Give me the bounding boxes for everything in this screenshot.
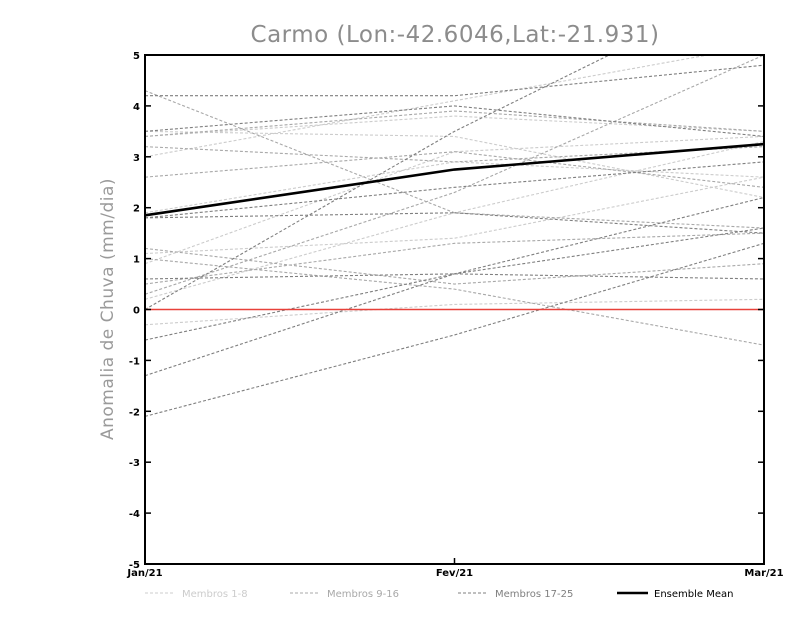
member-line-3 [145, 135, 764, 265]
member-line-24 [145, 161, 764, 219]
member-line-18 [145, 105, 764, 137]
chart-title: Carmo (Lon:-42.6046,Lat:-21.931) [251, 22, 660, 48]
y-tick-label: -5 [129, 560, 140, 571]
y-tick-label: 4 [133, 102, 140, 113]
ensemble-members [145, 55, 764, 417]
ensemble-mean-line [144, 142, 765, 217]
member-line-14 [145, 146, 764, 163]
member-line-7 [145, 55, 711, 158]
x-tick-label: Jan/21 [126, 568, 162, 579]
y-axis-ticks: 5 4 3 2 1 0 -1 -2 -3 -4 -5 [129, 51, 764, 571]
y-tick-label: -2 [129, 407, 140, 418]
member-line-23 [145, 55, 611, 310]
member-line-15 [145, 55, 764, 295]
y-tick-label: 3 [133, 153, 140, 164]
legend-label: Ensemble Mean [654, 589, 733, 600]
y-tick-label: 0 [133, 306, 140, 317]
member-line-9 [145, 90, 764, 229]
member-line-25 [145, 273, 764, 280]
member-line-11 [145, 247, 764, 285]
member-line-2 [145, 161, 764, 214]
member-line-17 [145, 64, 764, 97]
member-line-10 [145, 151, 764, 188]
legend-label: Membros 17-25 [495, 589, 573, 600]
x-axis-ticks: Jan/21 Fev/21 Mar/21 [126, 558, 784, 579]
member-line-6 [145, 298, 764, 326]
member-line-12 [145, 232, 764, 285]
y-tick-label: -4 [129, 509, 140, 520]
member-line-13 [145, 258, 764, 346]
member-line-22 [145, 242, 764, 417]
y-tick-label: -1 [129, 356, 140, 367]
y-tick-label: -3 [129, 458, 140, 469]
member-line-19 [145, 212, 764, 234]
y-tick-label: 2 [133, 204, 140, 215]
y-tick-label: 5 [133, 51, 140, 62]
x-tick-label: Mar/21 [744, 568, 783, 579]
member-line-21 [145, 196, 764, 377]
member-line-4 [145, 176, 764, 255]
legend-label: Membros 1-8 [182, 589, 248, 600]
legend: Membros 1-8 Membros 9-16 Membros 17-25 Ense… [145, 589, 733, 600]
legend-label: Membros 9-16 [327, 589, 399, 600]
y-tick-label: 1 [133, 255, 140, 266]
x-tick-label: Fev/21 [436, 568, 473, 579]
member-line-5 [145, 140, 764, 300]
member-line-16 [145, 110, 764, 137]
y-axis-label: Anomalia de Chuva (mm/dia) [98, 178, 118, 440]
